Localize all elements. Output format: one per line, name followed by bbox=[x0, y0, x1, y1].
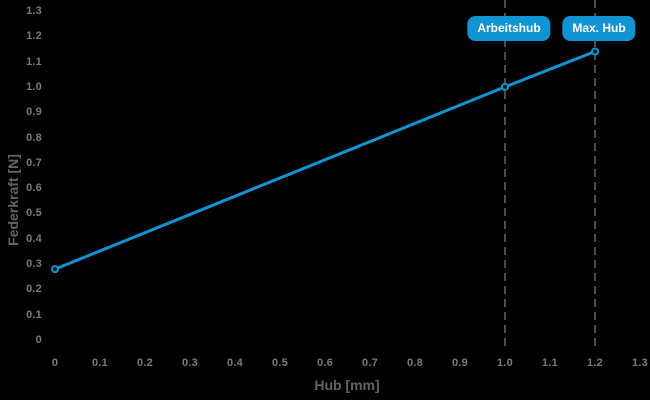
series-line-federkraft bbox=[53, 49, 597, 271]
x-tick-label: 0.7 bbox=[362, 357, 378, 369]
y-tick-label: 0.8 bbox=[26, 131, 42, 144]
y-tick-label: 1.2 bbox=[26, 30, 42, 43]
x-tick-label: 0.2 bbox=[137, 357, 153, 369]
data-point-marker bbox=[51, 265, 59, 274]
y-tick-label: 0.3 bbox=[26, 258, 42, 271]
y-tick-label: 0 bbox=[35, 334, 42, 346]
x-tick-label: 0.1 bbox=[92, 357, 108, 369]
x-tick-label: 1.1 bbox=[542, 357, 558, 369]
y-axis-title: Federkraft [N] bbox=[5, 154, 21, 246]
y-tick-label: 0.2 bbox=[26, 283, 42, 296]
annotation-badge-arbeitshub: Arbeitshub bbox=[467, 16, 551, 41]
y-tick-label: 0.4 bbox=[26, 232, 42, 245]
y-tick-label: 0.1 bbox=[26, 308, 42, 321]
y-tick-label: 0.6 bbox=[26, 182, 42, 195]
y-tick-label: 1.3 bbox=[26, 4, 42, 17]
x-tick-label: 1.2 bbox=[587, 357, 603, 369]
x-tick-label: 0.6 bbox=[317, 357, 333, 369]
y-tick-label: 0.9 bbox=[26, 106, 42, 119]
x-tick-label: 0.5 bbox=[272, 357, 288, 369]
y-tick-label: 1.0 bbox=[26, 80, 42, 93]
x-tick-label: 0.4 bbox=[227, 357, 243, 369]
data-point-marker bbox=[501, 82, 509, 91]
x-tick-label: 1.0 bbox=[497, 357, 513, 369]
x-axis-title: Hub [mm] bbox=[314, 377, 380, 393]
y-tick-label: 0.7 bbox=[26, 156, 42, 169]
x-tick-label: 0.8 bbox=[407, 357, 423, 369]
y-tick-label: 0.5 bbox=[26, 207, 42, 220]
x-tick-label: 0.9 bbox=[452, 357, 468, 369]
x-tick-label: 1.3 bbox=[632, 357, 648, 369]
x-tick-label: 0.3 bbox=[182, 357, 198, 369]
annotation-badge-max-hub: Max. Hub bbox=[562, 16, 636, 41]
data-point-marker bbox=[591, 47, 599, 56]
y-tick-label: 1.1 bbox=[26, 55, 42, 68]
x-tick-label: 0 bbox=[51, 357, 59, 369]
